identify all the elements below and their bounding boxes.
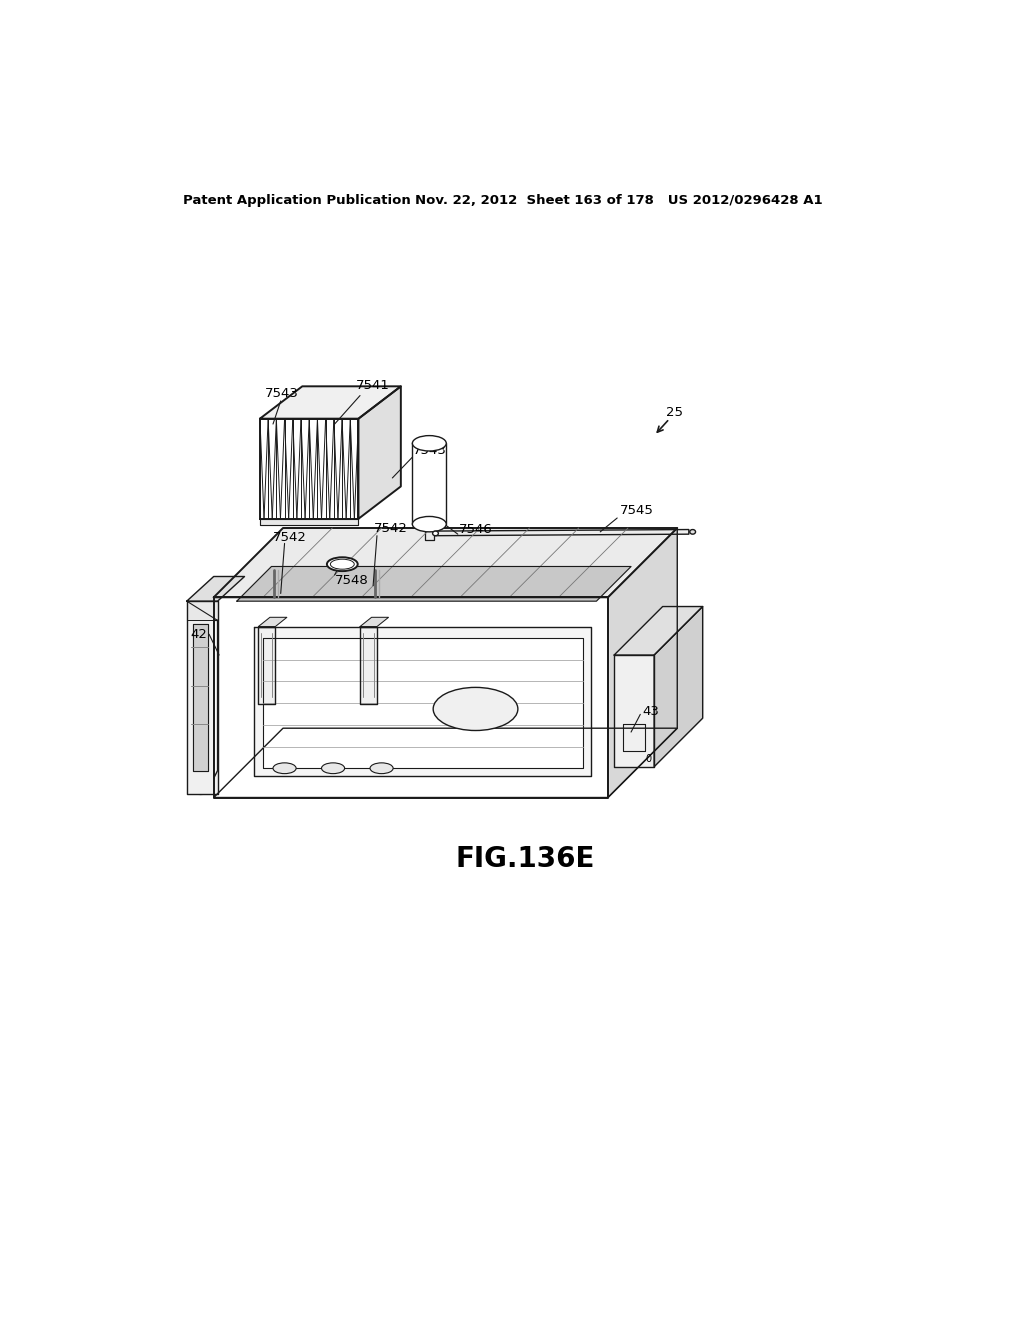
Polygon shape [360,627,377,704]
Polygon shape [614,655,654,767]
Ellipse shape [370,763,393,774]
Polygon shape [186,601,217,620]
Ellipse shape [322,763,345,774]
Polygon shape [614,607,702,655]
Text: 42: 42 [190,628,208,640]
Polygon shape [258,627,275,704]
Polygon shape [654,607,702,767]
Text: 43: 43 [643,705,659,718]
Text: 7546: 7546 [460,523,494,536]
Polygon shape [254,627,591,776]
Text: 7545: 7545 [620,504,653,517]
Ellipse shape [432,531,438,536]
Text: 7542: 7542 [273,531,307,544]
Polygon shape [214,729,677,797]
Polygon shape [186,577,245,601]
Ellipse shape [327,557,357,572]
Ellipse shape [433,688,518,730]
Ellipse shape [690,529,695,535]
Polygon shape [186,601,217,793]
Text: Nov. 22, 2012  Sheet 163 of 178   US 2012/0296428 A1: Nov. 22, 2012 Sheet 163 of 178 US 2012/0… [416,194,823,207]
Text: 25: 25 [666,407,683,418]
Polygon shape [260,418,358,519]
Polygon shape [214,528,677,598]
Ellipse shape [273,763,296,774]
Text: 7541: 7541 [356,379,390,392]
Ellipse shape [413,436,446,451]
Polygon shape [360,618,388,627]
Polygon shape [608,528,677,797]
Ellipse shape [331,560,354,569]
Polygon shape [260,519,358,525]
Polygon shape [358,387,400,519]
Polygon shape [413,444,446,524]
Polygon shape [260,387,400,418]
Text: 7543: 7543 [265,387,299,400]
Polygon shape [258,618,287,627]
Text: 7548: 7548 [335,574,369,587]
Ellipse shape [413,516,446,532]
Text: 7542: 7542 [374,521,408,535]
Polygon shape [263,638,584,768]
Text: 7543: 7543 [413,445,447,458]
Text: Patent Application Publication: Patent Application Publication [183,194,411,207]
Polygon shape [425,524,434,540]
Polygon shape [237,566,631,601]
Text: 0: 0 [645,754,651,764]
Polygon shape [193,624,208,771]
Polygon shape [214,620,217,779]
Polygon shape [435,529,689,536]
Text: FIG.136E: FIG.136E [455,845,595,873]
Polygon shape [214,598,608,797]
